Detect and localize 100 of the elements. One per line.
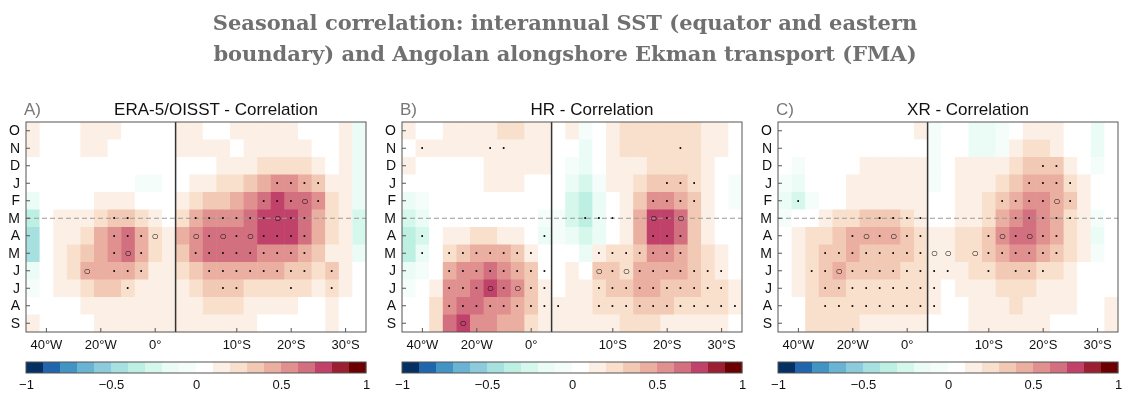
- data-label: ·: [289, 281, 294, 296]
- data-label: ○: [273, 211, 282, 226]
- data-label: ○: [301, 193, 309, 208]
- data-label: ·: [678, 176, 683, 191]
- data-label: ·: [597, 246, 602, 261]
- y-tick-label: A: [10, 227, 21, 244]
- data-label: ·: [692, 281, 697, 296]
- data-label: ·: [194, 211, 198, 226]
- data-label: ·: [1041, 263, 1046, 278]
- data-label: ·: [891, 211, 896, 226]
- x-tick-label: 30°S: [1083, 337, 1113, 353]
- data-label: ○: [1053, 193, 1061, 208]
- data-label: ○: [151, 228, 159, 243]
- x-tick-label: 30°S: [331, 337, 361, 353]
- data-label: ·: [665, 211, 670, 226]
- data-label: ·: [248, 263, 253, 278]
- data-label: ·: [542, 228, 547, 243]
- data-label: ○: [192, 228, 200, 243]
- y-tick-label: D: [385, 157, 396, 174]
- data-label: ·: [850, 263, 855, 278]
- data-label: ·: [1068, 176, 1073, 191]
- data-label: ·: [638, 263, 642, 278]
- data-label: ·: [1041, 228, 1046, 243]
- color-bar-label: 1: [738, 377, 747, 393]
- data-label: ·: [878, 281, 882, 296]
- data-label: ·: [823, 263, 828, 278]
- data-label: ·: [719, 298, 724, 313]
- data-label: ·: [542, 281, 547, 296]
- data-label: ○: [219, 228, 227, 243]
- data-label: ·: [624, 281, 629, 296]
- data-label: ·: [488, 141, 493, 156]
- data-label: ·: [986, 228, 991, 243]
- data-label: ○: [1025, 228, 1034, 243]
- data-label: ·: [275, 246, 280, 261]
- data-label: ·: [248, 246, 253, 261]
- data-label: ·: [1054, 176, 1059, 191]
- data-label: ○: [486, 281, 495, 296]
- data-label: ·: [692, 176, 697, 191]
- data-label: ·: [221, 281, 226, 296]
- data-label: ·: [112, 211, 117, 226]
- data-label: ·: [878, 228, 882, 243]
- data-label: ·: [850, 281, 855, 296]
- data-label: ·: [678, 228, 683, 243]
- color-bar-label: 0: [568, 377, 577, 393]
- text: A): [24, 100, 41, 119]
- data-label: ·: [665, 246, 670, 261]
- data-label: ·: [302, 246, 307, 261]
- data-label: ·: [583, 211, 588, 226]
- data-label: ·: [330, 281, 334, 296]
- data-label: ·: [692, 263, 697, 278]
- data-label: ·: [918, 281, 923, 296]
- y-tick-label: J: [389, 279, 396, 296]
- data-label: ·: [1041, 211, 1046, 226]
- data-label: ·: [275, 263, 280, 278]
- y-tick-label: M: [8, 209, 20, 226]
- data-label: ·: [1054, 228, 1059, 243]
- data-label: ·: [1027, 176, 1032, 191]
- data-label: ·: [864, 246, 869, 261]
- data-label: ·: [665, 263, 670, 278]
- data-label: ·: [234, 246, 239, 261]
- data-label: ○: [889, 228, 898, 243]
- data-label: ·: [1054, 211, 1059, 226]
- color-bar-label: 0.5: [1024, 377, 1043, 393]
- data-label: ·: [986, 246, 991, 261]
- data-label: ·: [289, 193, 294, 208]
- data-label: ·: [823, 298, 828, 313]
- y-tick-label: N: [761, 139, 772, 156]
- x-tick-label: 20°S: [1029, 337, 1058, 353]
- data-label: ·: [502, 281, 506, 296]
- data-label: ·: [610, 211, 615, 226]
- data-label: ·: [733, 298, 738, 313]
- data-label: ·: [665, 176, 670, 191]
- data-label: ·: [823, 281, 828, 296]
- data-label: ·: [1054, 246, 1059, 261]
- y-tick-label: A: [10, 297, 21, 314]
- chart-title: HR - Correlation: [530, 100, 654, 119]
- data-label: ·: [1041, 193, 1046, 208]
- color-bar-label: 0.5: [648, 377, 667, 393]
- data-label: ·: [946, 263, 950, 278]
- data-label: ○: [944, 246, 952, 261]
- chart-title: ERA-5/OISST - Correlation: [114, 100, 318, 119]
- data-label: ·: [891, 298, 896, 313]
- color-bar-label: 0.5: [272, 377, 291, 393]
- y-tick-label: F: [11, 192, 20, 209]
- data-label: ·: [651, 298, 656, 313]
- data-label: ·: [665, 281, 670, 296]
- data-label: ○: [971, 246, 979, 261]
- data-label: ·: [275, 228, 280, 243]
- data-label: ·: [610, 246, 615, 261]
- data-label: ·: [1000, 246, 1005, 261]
- color-bar-label: −0.5: [98, 377, 125, 393]
- chart-title: XR - Correlation: [907, 100, 1029, 119]
- data-label: ·: [918, 228, 923, 243]
- data-label: ·: [864, 298, 869, 313]
- data-label: ·: [488, 298, 493, 313]
- y-tick-label: S: [386, 314, 396, 331]
- data-label: ·: [1027, 246, 1032, 261]
- data-label: ○: [649, 211, 658, 226]
- data-label: ·: [502, 298, 506, 313]
- data-label: ·: [986, 263, 991, 278]
